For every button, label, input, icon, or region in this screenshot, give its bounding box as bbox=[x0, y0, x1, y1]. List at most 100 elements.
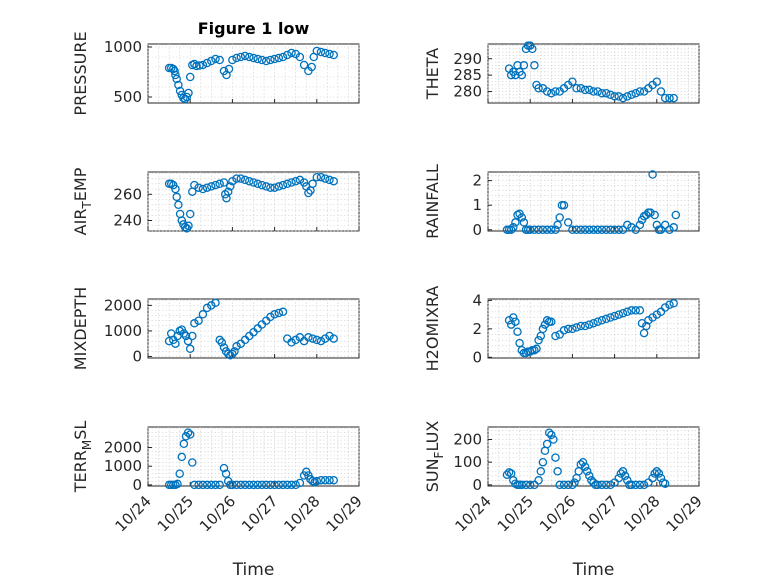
data-point bbox=[555, 213, 564, 222]
data-point bbox=[616, 469, 626, 478]
data-point bbox=[646, 208, 655, 217]
data-point bbox=[542, 316, 552, 325]
data-point bbox=[312, 476, 322, 486]
data-point bbox=[304, 188, 313, 198]
y-tick-label: 500 bbox=[113, 88, 142, 106]
data-point bbox=[253, 179, 262, 189]
data-point bbox=[287, 338, 296, 347]
data-point bbox=[179, 439, 189, 449]
data-point bbox=[287, 178, 296, 187]
data-point bbox=[261, 182, 271, 191]
data-point bbox=[563, 324, 573, 334]
data-point bbox=[580, 225, 590, 235]
data-point bbox=[291, 480, 300, 490]
data-point bbox=[194, 480, 203, 490]
data-series bbox=[164, 46, 338, 104]
y-tick-label: 2 bbox=[472, 320, 482, 338]
data-point bbox=[502, 470, 512, 479]
data-point bbox=[589, 478, 598, 487]
data-point bbox=[211, 298, 220, 308]
data-point bbox=[274, 480, 284, 490]
data-point bbox=[593, 87, 602, 96]
y-tick-label: 4 bbox=[472, 291, 482, 309]
chart-title: Figure 1 low bbox=[198, 19, 310, 38]
data-point bbox=[589, 225, 598, 235]
data-point bbox=[544, 428, 554, 437]
data-point bbox=[202, 480, 212, 490]
data-point bbox=[312, 335, 322, 345]
y-tick-label: 260 bbox=[113, 185, 142, 203]
data-point bbox=[536, 467, 546, 476]
data-point bbox=[551, 225, 560, 235]
data-point bbox=[513, 327, 522, 336]
data-point bbox=[538, 457, 548, 467]
x-axis-label: Time bbox=[572, 560, 615, 580]
data-point bbox=[245, 176, 254, 186]
data-point bbox=[652, 467, 662, 476]
data-point bbox=[299, 60, 309, 70]
y-tick-label: 280 bbox=[453, 83, 482, 101]
data-point bbox=[175, 326, 184, 336]
data-point bbox=[572, 225, 581, 235]
data-point bbox=[576, 321, 586, 331]
y-tick-label: 1000 bbox=[104, 457, 142, 475]
data-point bbox=[171, 339, 180, 348]
data-point bbox=[230, 347, 239, 356]
data-point bbox=[198, 60, 208, 70]
data-point bbox=[173, 479, 182, 489]
data-point bbox=[202, 303, 212, 313]
data-point bbox=[534, 476, 543, 485]
data-point bbox=[174, 80, 183, 90]
data-point bbox=[559, 480, 569, 490]
data-point bbox=[669, 299, 678, 308]
data-point bbox=[644, 316, 653, 325]
data-point bbox=[316, 475, 326, 485]
data-point bbox=[610, 478, 619, 487]
data-point bbox=[660, 93, 670, 103]
data-point bbox=[635, 220, 645, 230]
data-point bbox=[606, 225, 615, 235]
y-axis-label: AIRTEMP bbox=[71, 167, 94, 235]
data-series bbox=[502, 170, 681, 235]
data-point bbox=[618, 467, 628, 476]
data-point bbox=[274, 308, 284, 318]
data-point bbox=[585, 320, 594, 329]
data-point bbox=[215, 179, 224, 189]
data-point bbox=[623, 92, 632, 101]
data-point bbox=[291, 335, 300, 345]
data-point bbox=[547, 88, 556, 98]
data-point bbox=[295, 52, 305, 62]
data-point bbox=[185, 430, 195, 439]
data-point bbox=[236, 480, 246, 490]
data-point bbox=[650, 210, 659, 220]
data-point bbox=[639, 480, 649, 490]
data-point bbox=[580, 462, 590, 471]
data-point bbox=[532, 344, 541, 354]
data-point bbox=[511, 317, 520, 326]
data-point bbox=[506, 225, 516, 235]
data-point bbox=[631, 306, 640, 315]
data-point bbox=[211, 54, 220, 64]
data-point bbox=[320, 475, 330, 485]
data-series bbox=[164, 172, 338, 233]
data-point bbox=[553, 220, 562, 230]
data-point bbox=[207, 480, 216, 490]
data-point bbox=[312, 46, 322, 56]
data-point bbox=[597, 316, 607, 325]
y-tick-label: 285 bbox=[453, 66, 482, 84]
data-point bbox=[240, 175, 250, 185]
data-point bbox=[198, 310, 208, 319]
data-series bbox=[502, 428, 670, 490]
data-point bbox=[184, 88, 193, 98]
data-point bbox=[308, 334, 317, 343]
y-tick-label: 1000 bbox=[104, 322, 142, 340]
data-point bbox=[593, 317, 602, 326]
data-point bbox=[519, 218, 529, 227]
data-point bbox=[614, 310, 624, 319]
data-point bbox=[517, 213, 527, 222]
data-point bbox=[223, 187, 233, 196]
data-point bbox=[665, 93, 674, 103]
data-point bbox=[559, 326, 569, 335]
